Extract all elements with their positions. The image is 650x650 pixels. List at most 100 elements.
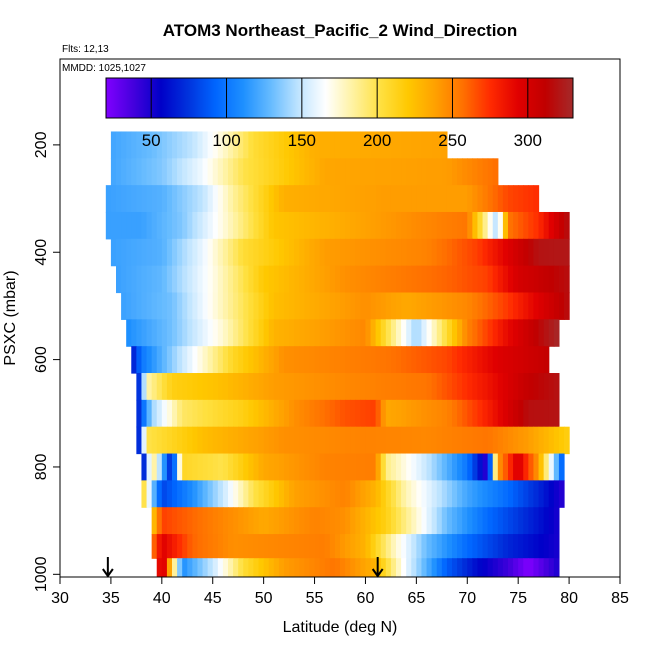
heatmap-cell bbox=[136, 211, 143, 240]
heatmap-cell bbox=[324, 373, 331, 401]
heatmap-cell bbox=[222, 558, 229, 577]
heatmap-cell bbox=[207, 158, 214, 186]
heatmap-cell bbox=[457, 426, 463, 455]
heatmap-cell bbox=[207, 453, 214, 481]
heatmap-cell bbox=[462, 399, 468, 428]
heatmap-cell bbox=[212, 399, 219, 428]
heatmap-cell bbox=[197, 399, 204, 428]
heatmap-cell bbox=[243, 453, 249, 481]
heatmap-cell bbox=[375, 426, 382, 455]
heatmap-cell bbox=[228, 453, 234, 481]
heatmap-cell bbox=[253, 558, 260, 577]
heatmap-cell bbox=[441, 185, 448, 213]
heatmap-cell bbox=[508, 185, 514, 213]
heatmap-cell bbox=[116, 265, 122, 294]
heatmap-cell bbox=[207, 346, 214, 374]
heatmap-cell bbox=[421, 426, 428, 455]
heatmap-cell bbox=[487, 319, 494, 347]
heatmap-cell bbox=[192, 346, 199, 374]
heatmap-cell bbox=[289, 480, 295, 508]
heatmap-cell bbox=[528, 292, 535, 320]
heatmap-cell bbox=[334, 507, 341, 535]
heatmap-cell bbox=[472, 399, 479, 428]
heatmap-cell bbox=[497, 399, 504, 428]
heatmap-cell bbox=[222, 131, 229, 159]
heatmap-cell bbox=[340, 558, 346, 577]
dates-label: MMDD: 1025,1027 bbox=[62, 63, 146, 74]
heatmap-cell bbox=[156, 453, 163, 481]
heatmap-cell bbox=[431, 373, 438, 401]
heatmap-cell bbox=[212, 507, 219, 535]
heatmap-cell bbox=[375, 238, 382, 267]
heatmap-cell bbox=[126, 158, 132, 186]
heatmap-cell bbox=[324, 292, 331, 320]
heatmap-cell bbox=[151, 238, 158, 267]
heatmap-cell bbox=[177, 211, 183, 240]
heatmap-cell bbox=[553, 453, 560, 481]
heatmap-cell bbox=[299, 426, 305, 455]
heatmap-cell bbox=[309, 292, 316, 320]
heatmap-cell bbox=[314, 534, 321, 559]
heatmap-cell bbox=[136, 373, 143, 401]
heatmap-cell bbox=[508, 426, 514, 455]
heatmap-cell bbox=[222, 346, 229, 374]
heatmap-cell bbox=[421, 346, 428, 374]
heatmap-cell bbox=[309, 238, 316, 267]
heatmap-cell bbox=[268, 238, 275, 267]
heatmap-cell bbox=[421, 265, 428, 294]
heatmap-cell bbox=[187, 534, 193, 559]
heatmap-cell bbox=[518, 507, 524, 535]
heatmap-cell bbox=[426, 453, 433, 481]
heatmap-cell bbox=[258, 185, 265, 213]
heatmap-cell bbox=[411, 292, 417, 320]
heatmap-cell bbox=[243, 426, 249, 455]
heatmap-cell bbox=[553, 373, 560, 401]
heatmap-cell bbox=[467, 507, 473, 535]
heatmap-cell bbox=[263, 399, 270, 428]
heatmap-cell bbox=[390, 480, 397, 508]
heatmap-cell bbox=[151, 346, 158, 374]
heatmap-cell bbox=[441, 211, 448, 240]
heatmap-cell bbox=[166, 558, 173, 577]
heatmap-cell bbox=[482, 265, 489, 294]
heatmap-cell bbox=[202, 373, 209, 401]
heatmap-cell bbox=[340, 131, 346, 159]
heatmap-cell bbox=[502, 480, 509, 508]
heatmap-cell bbox=[487, 292, 494, 320]
heatmap-cell bbox=[416, 238, 423, 267]
heatmap-cell bbox=[268, 265, 275, 294]
heatmap-cell bbox=[309, 534, 316, 559]
heatmap-cell bbox=[370, 238, 377, 267]
heatmap-cell bbox=[304, 399, 311, 428]
heatmap-cell bbox=[222, 480, 229, 508]
heatmap-cell bbox=[334, 211, 341, 240]
heatmap-cell bbox=[345, 211, 351, 240]
heatmap-cell bbox=[340, 319, 346, 347]
heatmap-cell bbox=[528, 534, 535, 559]
heatmap-cell bbox=[192, 480, 199, 508]
heatmap-cell bbox=[197, 265, 204, 294]
heatmap-cell bbox=[457, 373, 463, 401]
heatmap-cell bbox=[411, 265, 417, 294]
heatmap-cell bbox=[156, 507, 163, 535]
heatmap-cell bbox=[467, 480, 473, 508]
colorbar-tick-label: 50 bbox=[142, 131, 161, 150]
heatmap-cell bbox=[508, 292, 514, 320]
heatmap-cell bbox=[192, 131, 199, 159]
heatmap-cell bbox=[523, 480, 529, 508]
heatmap-cell bbox=[187, 238, 193, 267]
heatmap-cell bbox=[436, 265, 443, 294]
heatmap-cell bbox=[202, 158, 209, 186]
heatmap-cell bbox=[385, 399, 392, 428]
heatmap-cell bbox=[294, 319, 300, 347]
heatmap-cell bbox=[385, 426, 392, 455]
heatmap-cell bbox=[217, 373, 224, 401]
heatmap-cell bbox=[401, 507, 407, 535]
heatmap-cell bbox=[294, 131, 300, 159]
heatmap-cell bbox=[192, 373, 199, 401]
heatmap-cell bbox=[416, 319, 423, 347]
heatmap-cell bbox=[289, 211, 295, 240]
heatmap-cell bbox=[396, 399, 402, 428]
heatmap-cell bbox=[309, 399, 316, 428]
heatmap-cell bbox=[452, 238, 458, 267]
